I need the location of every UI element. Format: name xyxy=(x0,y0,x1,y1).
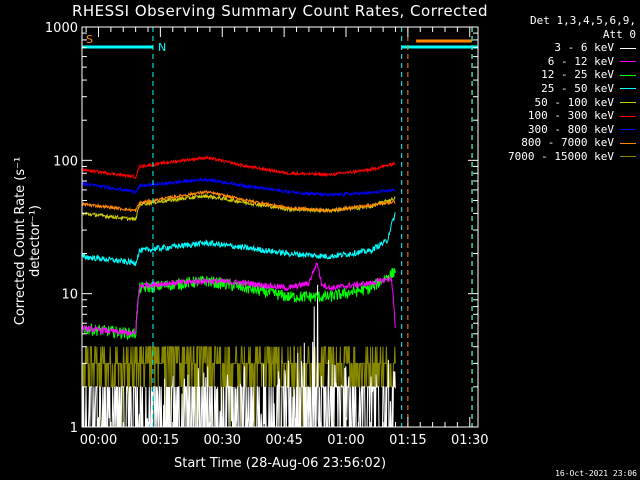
legend-entry: 800 - 7000 keV xyxy=(478,136,636,150)
flag-label-n: N xyxy=(158,41,166,54)
series-line-3 xyxy=(81,212,396,266)
legend-label: 6 - 12 keV xyxy=(547,54,614,68)
x-tick-label: 00:45 xyxy=(265,433,302,448)
legend-header-line-2: Att 0 xyxy=(602,27,636,41)
timestamp-annotation: 16-Oct-2021 23:06 xyxy=(555,469,637,478)
legend-label: 3 - 6 keV xyxy=(554,41,614,55)
legend-entry: 50 - 100 keV xyxy=(478,96,636,110)
legend-swatch xyxy=(620,61,636,63)
series-line-2 xyxy=(81,267,396,341)
x-tick-label: 01:30 xyxy=(451,433,488,448)
legend-label: 100 - 300 keV xyxy=(527,109,614,123)
x-tick-label: 01:00 xyxy=(327,433,364,448)
plot-frame xyxy=(81,26,479,428)
flag-layer: SN xyxy=(81,27,478,427)
flag-label-s: S xyxy=(86,33,93,46)
legend-label: 300 - 800 keV xyxy=(527,122,614,136)
legend-swatch xyxy=(620,47,636,49)
legend-entry: 300 - 800 keV xyxy=(478,123,636,137)
legend-entry: 100 - 300 keV xyxy=(478,109,636,123)
legend-entry: 3 - 6 keV xyxy=(478,41,636,55)
legend-swatch xyxy=(620,142,636,144)
legend-swatch xyxy=(620,88,636,90)
x-tick-label: 00:15 xyxy=(142,433,179,448)
legend-label: 25 - 50 keV xyxy=(541,81,614,95)
legend-label: 7000 - 15000 keV xyxy=(508,149,614,163)
y-tick-label: 1000 xyxy=(45,21,78,36)
legend-label: 12 - 25 keV xyxy=(541,68,614,82)
legend: Det 1,3,4,5,6,9, Att 0 3 - 6 keV 6 - 12 k… xyxy=(478,14,636,164)
legend-header-line-1: Det 1,3,4,5,6,9, xyxy=(530,14,636,27)
x-tick-label: 00:00 xyxy=(80,433,117,448)
axis-layer: 1 10 100 1000 00:00 00:15 00:30 00:45 01:00 01:15… xyxy=(45,21,489,448)
legend-entry: 6 - 12 keV xyxy=(478,55,636,69)
series-line-7 xyxy=(81,189,396,213)
y-tick-label: 100 xyxy=(53,154,78,169)
legend-entry: 12 - 25 keV xyxy=(478,68,636,82)
legend-swatch xyxy=(620,74,636,76)
y-tick-label: 1 xyxy=(70,421,78,436)
legend-entry: 7000 - 15000 keV xyxy=(478,150,636,164)
legend-swatch xyxy=(620,115,636,117)
y-tick-label: 10 xyxy=(61,288,78,303)
x-tick-label: 01:15 xyxy=(389,433,426,448)
legend-label: 800 - 7000 keV xyxy=(521,136,614,150)
x-axis-label: Start Time (28-Aug-06 23:56:02) xyxy=(173,456,387,471)
x-tick-label: 00:30 xyxy=(204,433,241,448)
legend-entry: 25 - 50 keV xyxy=(478,82,636,96)
series-layer xyxy=(81,154,396,428)
legend-swatch xyxy=(620,102,636,104)
series-line-4 xyxy=(82,193,396,222)
series-line-1 xyxy=(81,262,396,336)
legend-label: 50 - 100 keV xyxy=(534,95,614,109)
series-line-6 xyxy=(81,176,396,198)
series-line-5 xyxy=(81,154,396,180)
legend-swatch xyxy=(620,156,636,158)
legend-swatch xyxy=(620,129,636,131)
chart-title: RHESSI Observing Summary Count Rates, Co… xyxy=(71,2,489,20)
